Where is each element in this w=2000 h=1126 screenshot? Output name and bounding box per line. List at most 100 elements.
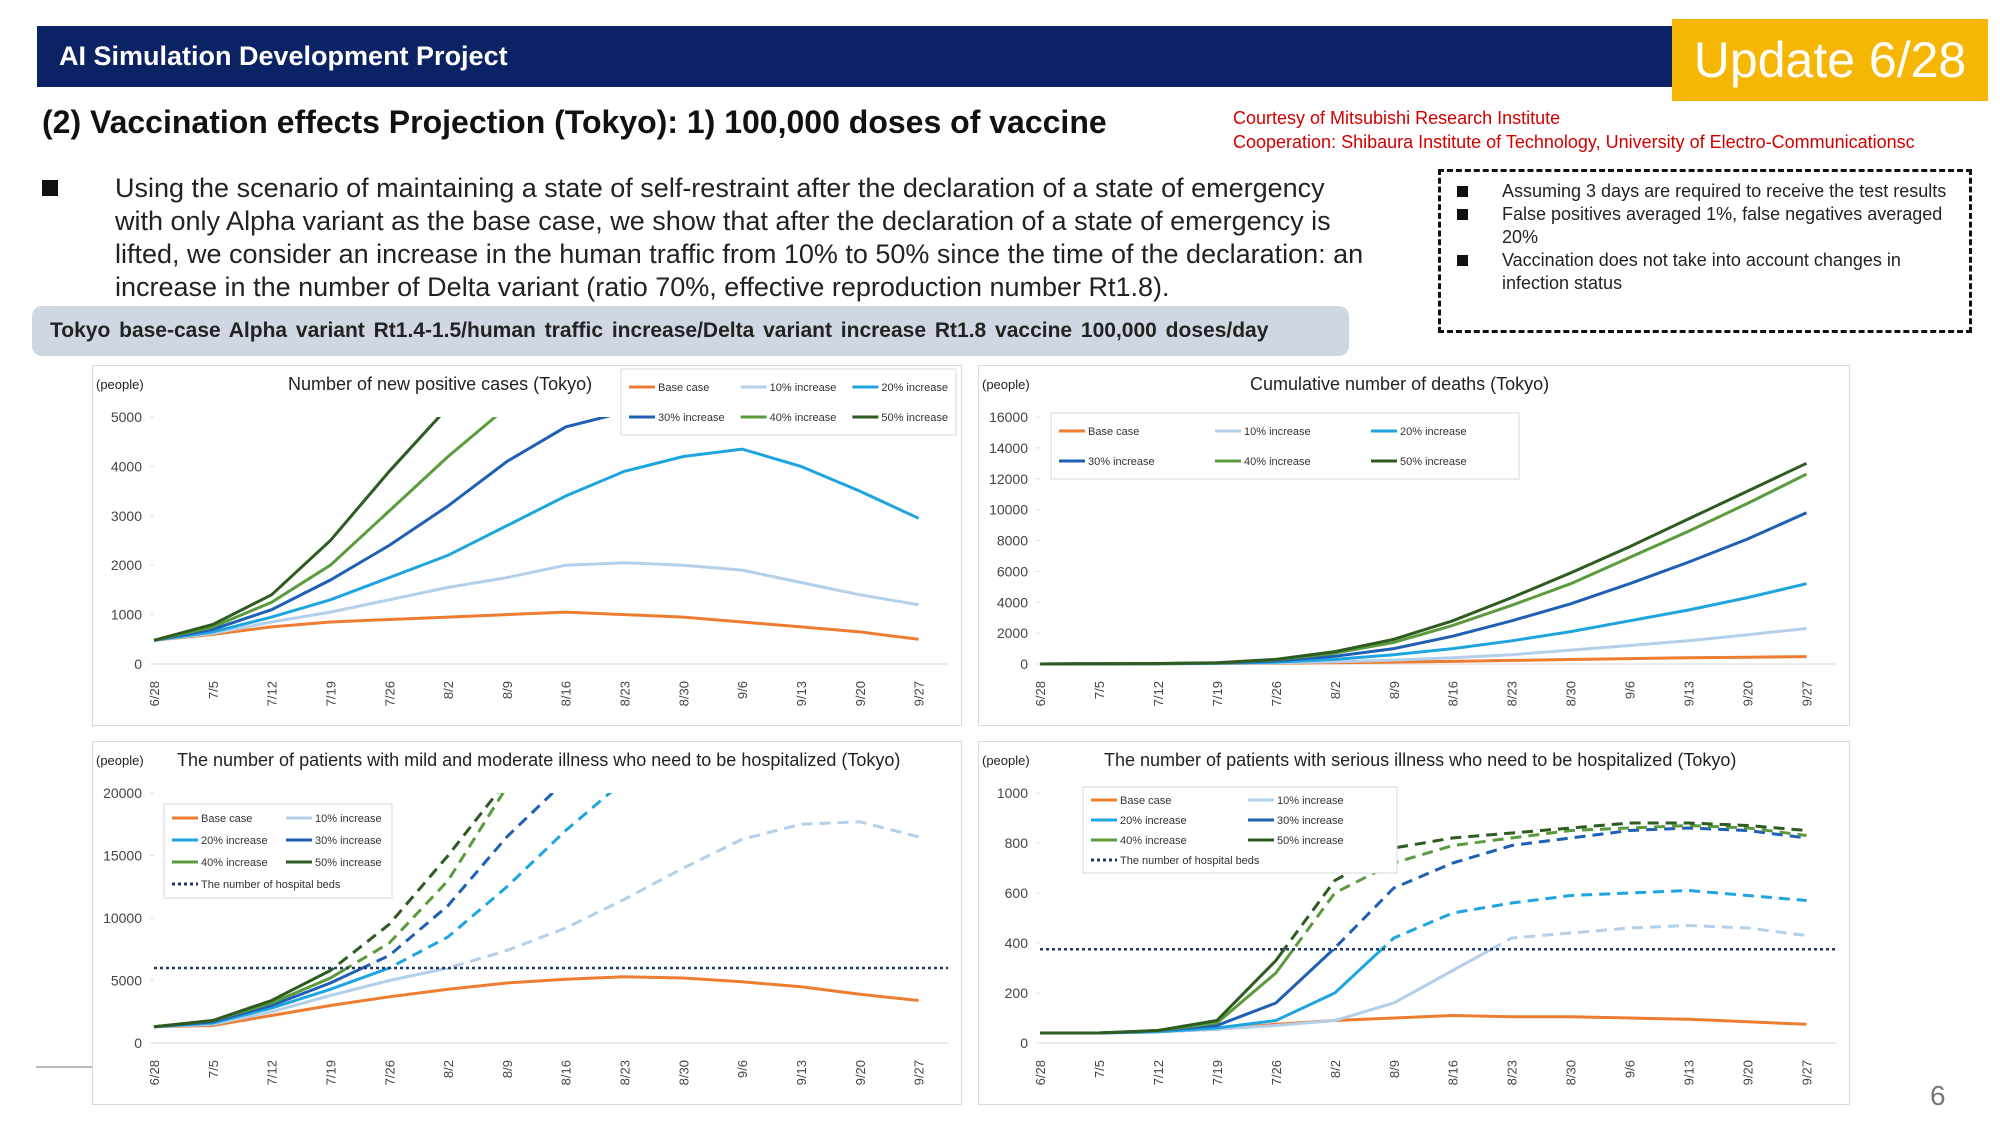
- series-line: [153, 975, 919, 1029]
- series-clip: [153, 447, 920, 642]
- assumption: Assuming 3 days are required to receive …: [1457, 180, 1955, 203]
- x-tick-label: 8/2: [1328, 1060, 1343, 1078]
- legend-label: 40% increase: [770, 412, 837, 424]
- series-line-projected: [1331, 826, 1807, 950]
- x-tick-label: 8/16: [559, 1060, 574, 1085]
- x-tick-label: 9/20: [853, 1060, 868, 1085]
- x-tick-label: 8/2: [1328, 681, 1343, 699]
- y-tick-label: 0: [1020, 1035, 1028, 1051]
- y-tick-label: 4000: [111, 458, 142, 474]
- x-tick-label: 7/19: [1210, 1060, 1225, 1085]
- series-clip: [153, 561, 919, 642]
- lower-clip: [153, 975, 919, 1029]
- lower-clip: [153, 968, 337, 1029]
- legend-label: 10% increase: [1277, 795, 1344, 807]
- x-tick-label: 8/9: [1387, 681, 1402, 699]
- y-axis-label: (people): [982, 753, 1030, 768]
- x-tick-label: 9/27: [1800, 681, 1815, 706]
- divider: [36, 1066, 96, 1068]
- y-tick-label: 5000: [111, 973, 142, 989]
- upper-clip: [1379, 888, 1807, 950]
- subtitle: (2) Vaccination effects Projection (Toky…: [42, 104, 1107, 140]
- legend-box: [1082, 786, 1398, 874]
- y-tick-label: 5000: [111, 409, 142, 425]
- x-tick-label: 9/13: [1682, 1060, 1697, 1085]
- lower-clip: [153, 968, 454, 1029]
- x-tick-label: 7/19: [1210, 681, 1225, 706]
- series-line-projected: [1291, 823, 1807, 950]
- x-tick-label: 8/2: [441, 681, 456, 699]
- chart: (people) The number of patients with mild…: [92, 741, 962, 1105]
- y-tick-label: 16000: [989, 409, 1028, 425]
- series-line: [153, 968, 337, 1029]
- legend-label: 50% increase: [315, 857, 382, 869]
- legend-label: Base case: [1088, 426, 1139, 438]
- x-tick-label: 7/12: [265, 1060, 280, 1085]
- y-tick-label: 8000: [997, 533, 1028, 549]
- legend-label: 40% increase: [1244, 456, 1311, 468]
- chart: (people) Number of new positive cases (To…: [92, 365, 962, 726]
- y-tick-label: 2000: [111, 557, 142, 573]
- upper-clip: [358, 793, 555, 968]
- legend-label: The number of hospital beds: [201, 879, 341, 891]
- x-tick-label: 7/26: [1269, 1060, 1284, 1085]
- legend-label: 30% increase: [658, 412, 725, 424]
- y-axis-label: (people): [96, 377, 144, 392]
- x-tick-label: 7/26: [1269, 681, 1284, 706]
- legend-label: 20% increase: [201, 835, 268, 847]
- x-tick-label: 9/13: [794, 681, 809, 706]
- x-tick-label: 9/13: [1682, 681, 1697, 706]
- legend-label: 10% increase: [1244, 426, 1311, 438]
- y-tick-label: 0: [134, 1035, 142, 1051]
- legend-label: 30% increase: [1277, 815, 1344, 827]
- x-tick-label: 8/16: [559, 681, 574, 706]
- lower-clip: [153, 968, 393, 1029]
- assumption: False positives averaged 1%, false negat…: [1457, 203, 1955, 249]
- chart-title: The number of patients with serious illn…: [1104, 750, 1736, 770]
- chart-title: The number of patients with mild and mod…: [177, 750, 900, 770]
- chart-frame: [92, 741, 962, 1105]
- x-tick-label: 8/30: [1564, 1060, 1579, 1085]
- upper-clip: [1488, 923, 1807, 950]
- legend-label: 40% increase: [201, 857, 268, 869]
- y-tick-label: 12000: [989, 471, 1028, 487]
- header-bar: AI Simulation Development Project: [37, 26, 1677, 87]
- legend-box: [620, 368, 957, 436]
- y-tick-label: 800: [1005, 835, 1029, 851]
- courtesy: Courtesy of Mitsubishi Research Institut…: [1233, 108, 1561, 128]
- cooperation: Cooperation: Shibaura Institute of Techn…: [1233, 132, 1915, 152]
- assumptions-box: Assuming 3 days are required to receive …: [1438, 169, 1972, 333]
- upper-clip: [384, 793, 613, 968]
- x-tick-label: 8/16: [1446, 681, 1461, 706]
- legend-label: 40% increase: [1120, 835, 1187, 847]
- x-tick-label: 9/27: [912, 681, 927, 706]
- x-tick-label: 9/20: [853, 681, 868, 706]
- legend-label: The number of hospital beds: [1120, 855, 1260, 867]
- x-tick-label: 8/30: [1564, 681, 1579, 706]
- series-line: [153, 968, 393, 1029]
- y-axis-label: (people): [982, 377, 1030, 392]
- y-tick-label: 600: [1005, 885, 1029, 901]
- series-clip: [153, 793, 613, 1029]
- scenario-label: Tokyo base-case Alpha variant Rt1.4-1.5/…: [32, 306, 1349, 356]
- y-tick-label: 4000: [997, 594, 1028, 610]
- chart: (people) Cumulative number of deaths (Tok…: [978, 365, 1850, 726]
- legend-label: 10% increase: [770, 382, 837, 394]
- x-tick-label: 9/13: [794, 1060, 809, 1085]
- chart-title: Number of new positive cases (Tokyo): [288, 374, 592, 394]
- legend-box: [163, 803, 393, 899]
- legend-label: 50% increase: [881, 412, 948, 424]
- x-tick-label: 7/5: [206, 681, 221, 699]
- x-tick-label: 6/28: [1033, 1060, 1048, 1085]
- x-tick-label: 8/23: [618, 681, 633, 706]
- series-line-projected: [1282, 821, 1807, 950]
- series-clip: [1039, 461, 1808, 666]
- series-line-projected: [1379, 888, 1807, 950]
- y-tick-label: 6000: [997, 563, 1028, 579]
- series-line: [153, 417, 612, 642]
- y-tick-label: 1000: [997, 785, 1028, 801]
- y-tick-label: 14000: [989, 440, 1028, 456]
- series-line-projected: [331, 793, 500, 968]
- x-tick-label: 8/9: [500, 681, 515, 699]
